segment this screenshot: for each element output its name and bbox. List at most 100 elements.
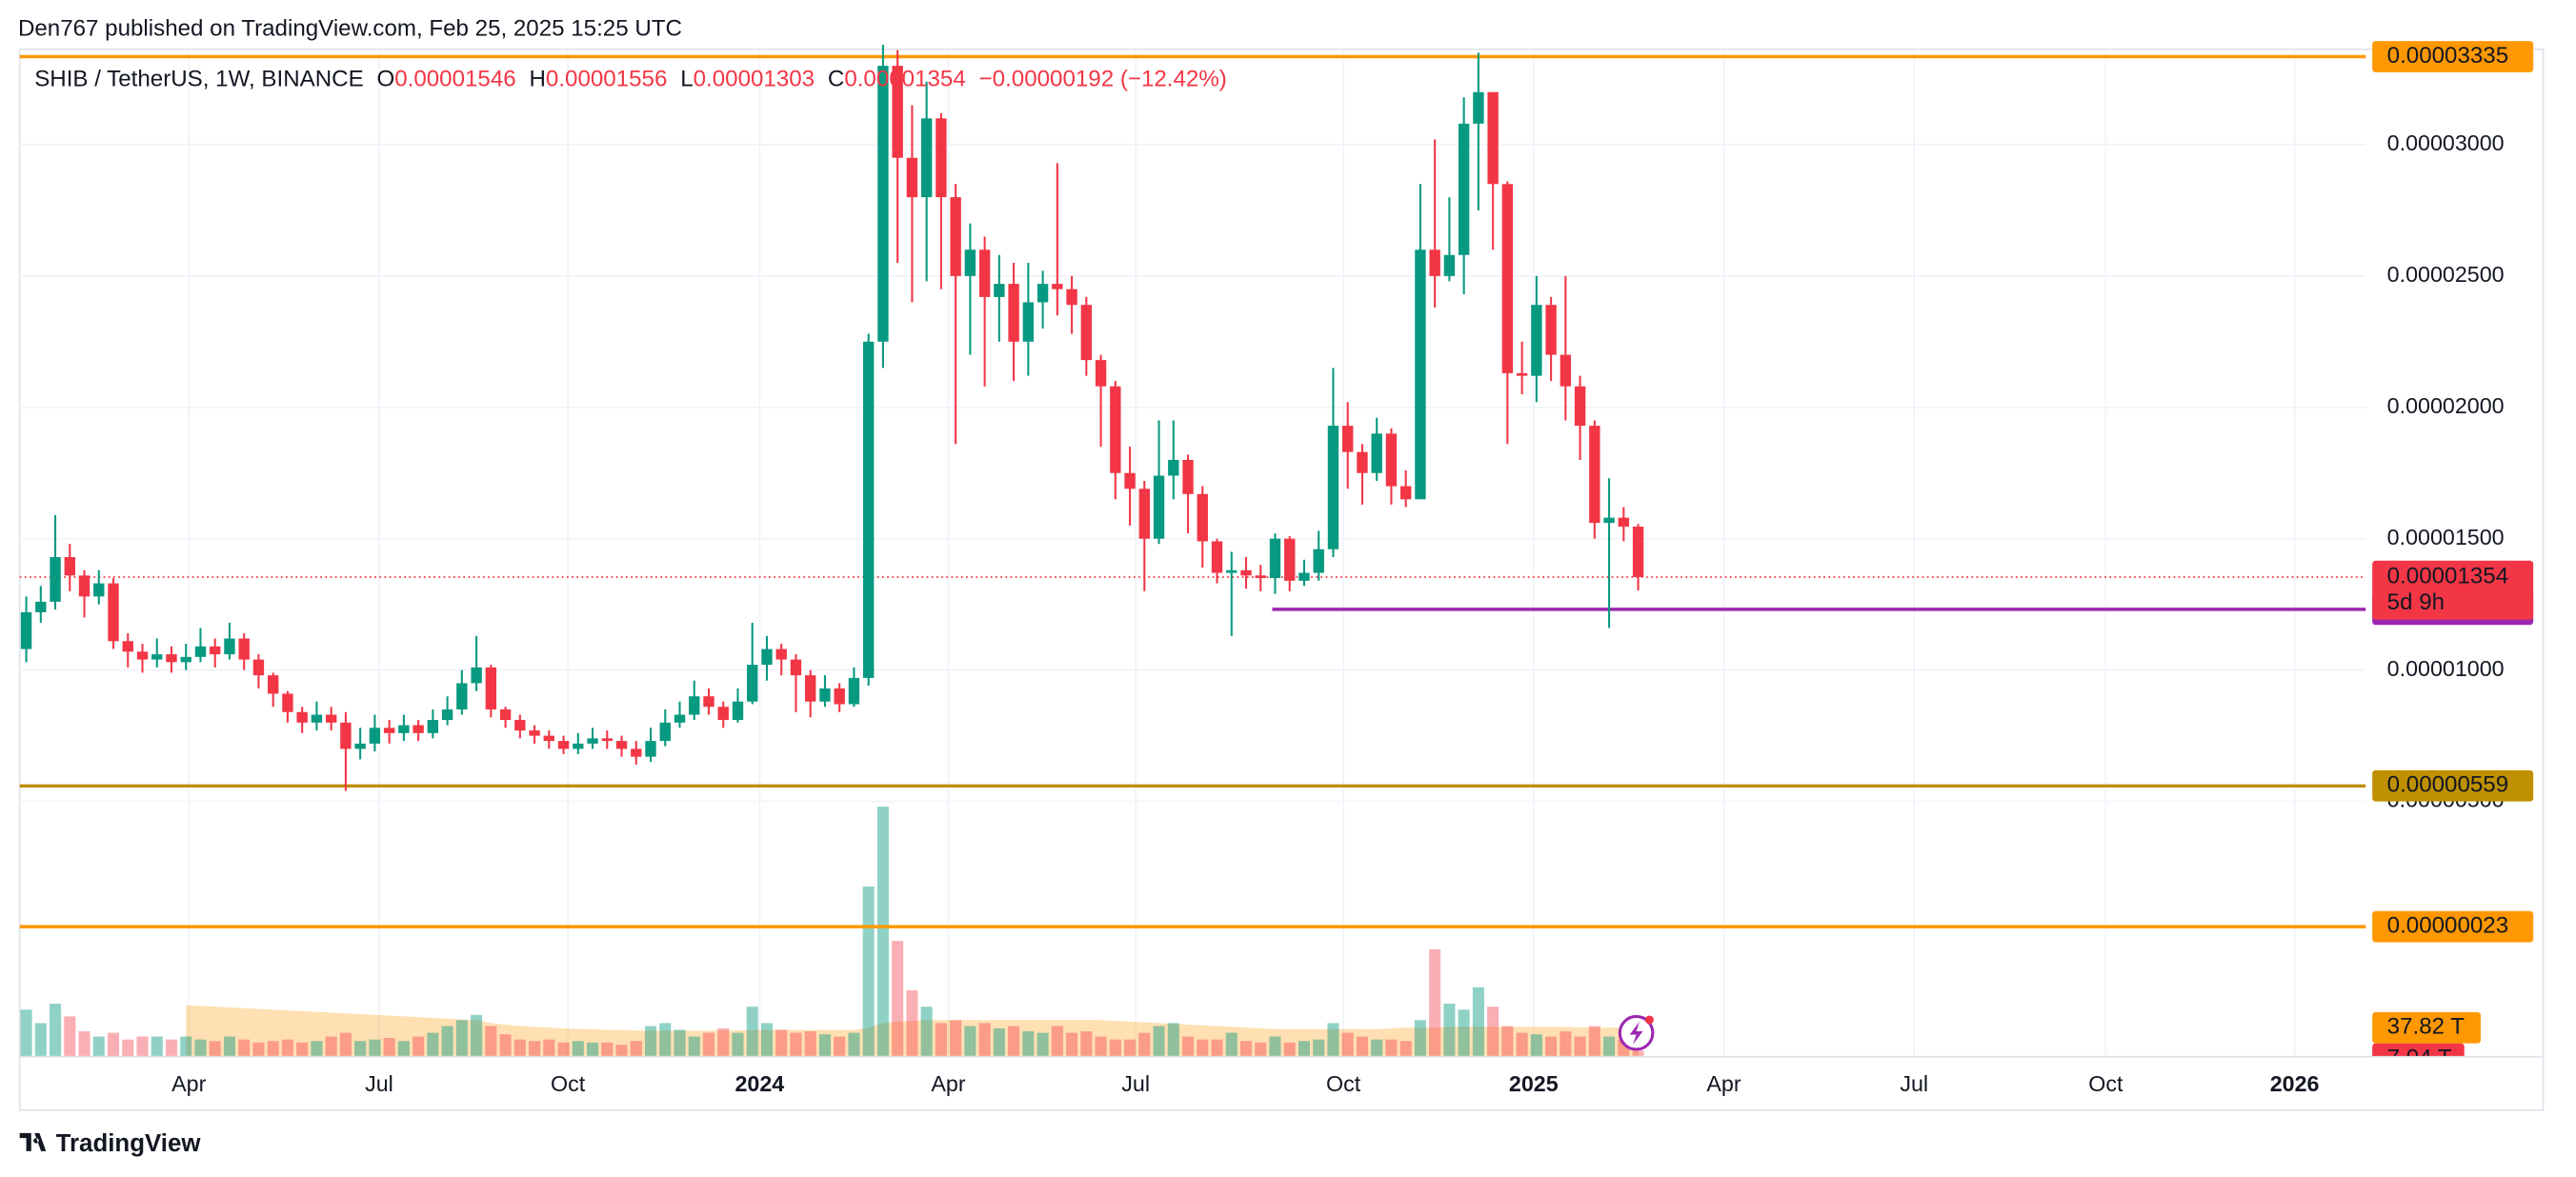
volume-bar (892, 941, 904, 1056)
candle-body (1022, 302, 1035, 342)
level-label-box (2372, 910, 2534, 943)
volume-bar (238, 1039, 251, 1056)
candle-body (1399, 486, 1412, 500)
candle-body (1327, 426, 1339, 549)
candle-body (180, 656, 191, 663)
candle-body (950, 197, 961, 276)
candle-body (427, 720, 439, 733)
volume-bar (1283, 1042, 1296, 1056)
candle-body (398, 725, 410, 733)
volume-bar (804, 1031, 816, 1056)
volume-bar (369, 1039, 381, 1056)
volume-bar (311, 1041, 323, 1056)
y-tick-label: 0.00001000 (2387, 656, 2505, 681)
candle-body (194, 646, 207, 657)
volume-bar (557, 1042, 570, 1056)
candle-body (1226, 569, 1238, 573)
candle-body (573, 743, 584, 749)
volume-bar (151, 1036, 163, 1056)
volume-bar (1225, 1032, 1238, 1056)
candle-body (136, 651, 149, 660)
volume-bar (397, 1041, 410, 1056)
candle-body (1211, 541, 1223, 573)
candle-body (282, 693, 293, 712)
icon-dot (1644, 1015, 1654, 1025)
volume-bar (194, 1039, 207, 1056)
volume-bar (1501, 1026, 1514, 1056)
x-tick-label: Apr (171, 1071, 206, 1096)
y-tick-label: 0.00002000 (2387, 393, 2505, 418)
volume-bar (180, 1036, 192, 1056)
volume-pane (20, 807, 1644, 1056)
candle-body (1429, 249, 1440, 276)
volume-bar (630, 1041, 642, 1056)
volume-bar (1385, 1039, 1398, 1056)
candle-body (557, 741, 570, 749)
candle-body (1008, 284, 1019, 342)
candle-body (674, 714, 686, 723)
volume-bar (1066, 1032, 1078, 1056)
volume-bar (107, 1032, 120, 1056)
volume-bar (659, 1023, 672, 1056)
candle-body (252, 659, 265, 676)
candle-body (615, 741, 628, 749)
countdown-label: 5d 9h (2387, 589, 2445, 615)
candle-body (601, 738, 613, 742)
volume-bar (1632, 1050, 1644, 1056)
candle-body (151, 654, 163, 660)
volume-bar (427, 1032, 439, 1056)
candle-body (485, 667, 497, 710)
volume-bar (1429, 948, 1441, 1056)
candle-body (340, 722, 352, 749)
candle-body (645, 741, 656, 757)
candle-body (441, 709, 453, 721)
candle-body (1603, 517, 1615, 524)
candle-body (1342, 426, 1354, 452)
volume-bar (674, 1029, 686, 1056)
volume-bar (1313, 1039, 1325, 1056)
o-value: 0.00001546 (394, 67, 515, 92)
volume-bar (1138, 1032, 1151, 1056)
candle-body (1487, 91, 1499, 185)
candle-body (1371, 433, 1382, 473)
volume-bar (34, 1023, 47, 1056)
volume-bar (920, 1007, 933, 1056)
volume-bar (1109, 1039, 1121, 1056)
volume-bar (441, 1026, 453, 1056)
volume-bar (746, 1007, 758, 1056)
volume-bar (1167, 1023, 1179, 1056)
volume-bar (529, 1041, 541, 1056)
candle-body (1531, 305, 1542, 376)
candle-body (1473, 91, 1484, 124)
x-tick-label: Apr (931, 1071, 965, 1096)
volume-bar (339, 1032, 352, 1056)
candle-body (1313, 549, 1324, 573)
candle-body (1095, 360, 1107, 387)
candle-body (1066, 289, 1077, 306)
candle-body (1036, 284, 1049, 303)
l-label: L (680, 67, 693, 92)
candle-body (456, 683, 468, 710)
volume-bar (209, 1041, 221, 1056)
candle-body (1052, 284, 1063, 289)
volume-bar (978, 1023, 991, 1056)
volume-ma-label-box (2372, 1011, 2481, 1044)
volume-bar (1298, 1041, 1311, 1056)
x-tick-label: 2026 (2270, 1071, 2320, 1096)
volume-bar (267, 1041, 279, 1056)
level-label: 0.00000559 (2387, 772, 2508, 798)
brand-name: TradingView (56, 1130, 202, 1157)
candle-body (1574, 386, 1586, 427)
candles (20, 45, 1644, 791)
volume-bar (78, 1031, 91, 1056)
icon-bolt (1629, 1021, 1643, 1045)
candle-body (50, 557, 61, 602)
candle-body (1443, 254, 1456, 276)
candle-body (906, 157, 918, 198)
volume-bar (1124, 1039, 1137, 1056)
candle-body (224, 638, 235, 655)
volume-bar (223, 1036, 235, 1056)
volume-bar (818, 1034, 831, 1056)
candle-body (1560, 354, 1572, 387)
